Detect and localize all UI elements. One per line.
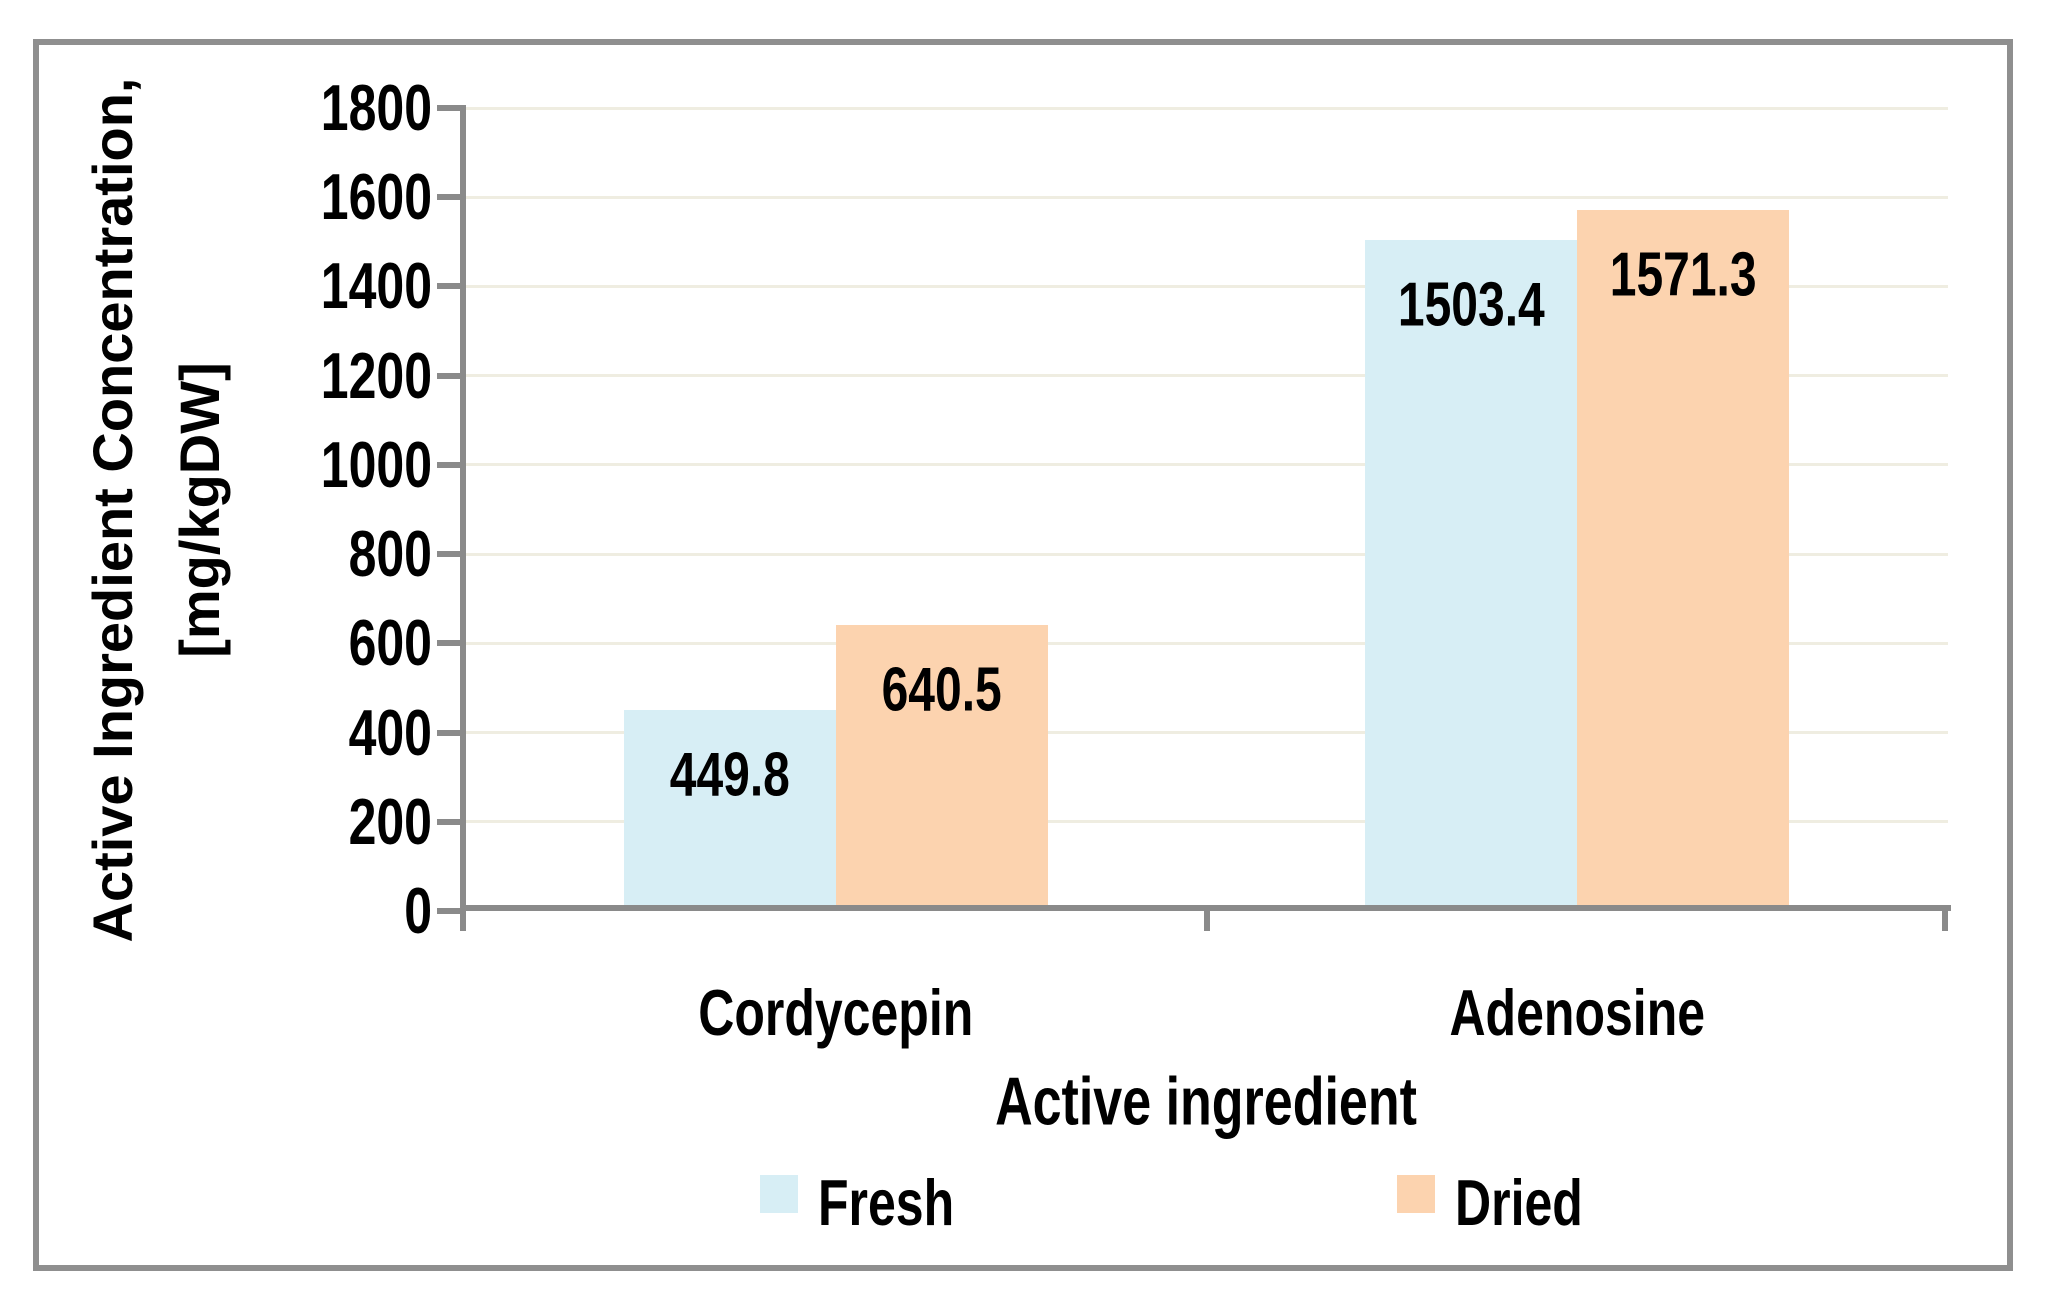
data-label-fresh-cordycepin: 449.8 [669, 741, 790, 810]
y-tick-label-1400: 1400 [320, 250, 432, 323]
legend-swatch-fresh [760, 1175, 798, 1213]
legend-label-fresh: Fresh [818, 1166, 955, 1240]
y-tick-1000 [437, 461, 466, 468]
gridline-1400 [465, 284, 1948, 288]
category-label-adenosine: Adenosine [1449, 976, 1706, 1050]
y-tick-label-1200: 1200 [320, 339, 432, 413]
y-tick-label-1600: 1600 [320, 160, 432, 234]
y-tick-200 [437, 818, 466, 825]
data-label-fresh-adenosine: 1503.4 [1397, 271, 1545, 340]
legend-entry-dried: Dried [1397, 1167, 1583, 1239]
gridline-800 [465, 552, 1948, 556]
y-tick-1400 [437, 283, 466, 290]
bar-fresh-adenosine [1365, 240, 1578, 911]
gridline-1200 [465, 374, 1948, 378]
y-tick-label-400: 400 [348, 696, 432, 769]
x-axis-tick-1 [1203, 911, 1210, 931]
y-tick-1200 [437, 372, 466, 379]
y-axis-title: Active Ingredient Concentration, [mg/kgD… [69, 78, 243, 943]
legend-swatch-dried [1397, 1175, 1435, 1213]
data-label-dried-cordycepin: 640.5 [881, 655, 1002, 725]
y-axis-title-line2: [mg/kgDW] [168, 362, 231, 658]
y-tick-label-200: 200 [348, 785, 432, 859]
y-tick-1800 [437, 105, 466, 111]
gridline-200 [465, 820, 1948, 824]
y-tick-label-1800: 1800 [320, 71, 432, 145]
category-label-cordycepin: Cordycepin [698, 976, 974, 1050]
y-tick-label-800: 800 [348, 517, 432, 591]
x-axis-line [460, 905, 1951, 911]
legend-label-dried: Dried [1455, 1166, 1583, 1240]
gridline-1600 [465, 195, 1948, 199]
x-axis-tick-2 [1942, 911, 1948, 931]
x-axis-title: Active ingredient [995, 1064, 1417, 1141]
y-tick-400 [437, 729, 466, 736]
data-label-dried-adenosine: 1571.3 [1609, 240, 1757, 310]
y-tick-0 [437, 908, 466, 914]
gridline-1000 [465, 463, 1948, 467]
x-axis-tick-0 [460, 911, 466, 931]
bar-fresh-cordycepin [623, 710, 836, 911]
y-tick-label-1000: 1000 [320, 428, 432, 502]
y-tick-800 [437, 551, 466, 558]
bar-dried-cordycepin [835, 625, 1048, 911]
y-tick-label-0: 0 [404, 874, 432, 948]
gridline-400 [465, 731, 1948, 735]
y-tick-600 [437, 640, 466, 647]
chart-frame-border [33, 39, 2013, 1271]
y-axis-line [460, 108, 466, 931]
bar-dried-adenosine [1577, 210, 1790, 911]
y-tick-label-600: 600 [348, 606, 432, 680]
legend-entry-fresh: Fresh [760, 1167, 954, 1239]
gridline-600 [465, 641, 1948, 645]
y-tick-1600 [437, 194, 466, 201]
y-axis-title-line1: Active Ingredient Concentration, [81, 77, 144, 943]
gridline-1800 [465, 106, 1948, 110]
